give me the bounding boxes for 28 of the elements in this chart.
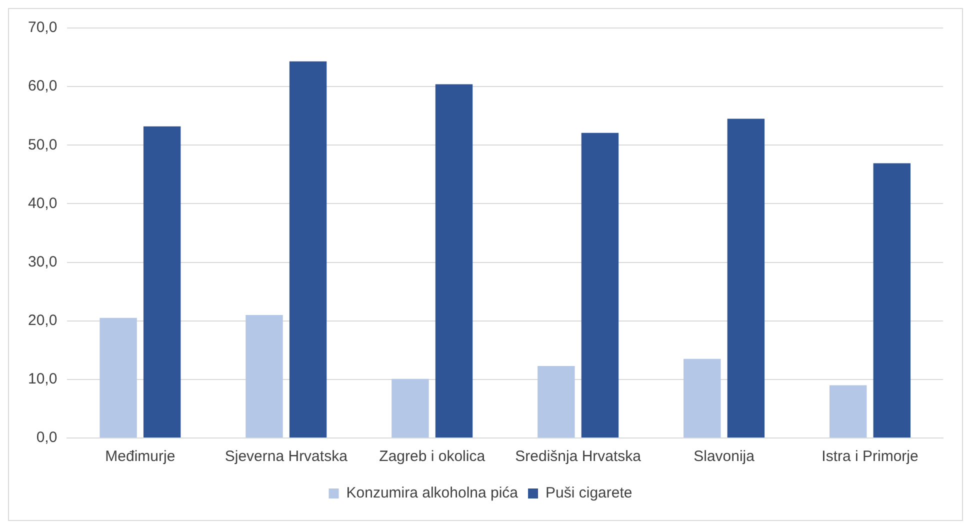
y-tick-label: 60,0 bbox=[28, 78, 58, 95]
bar bbox=[873, 163, 911, 438]
legend-label: Konzumira alkoholna pića bbox=[346, 484, 519, 502]
bar bbox=[289, 61, 327, 438]
bar bbox=[684, 358, 721, 438]
x-tick-label: Istra i Primorje bbox=[822, 448, 918, 466]
bar bbox=[435, 84, 473, 438]
y-tick-label: 10,0 bbox=[28, 370, 58, 388]
y-tick-label: 0,0 bbox=[36, 429, 58, 446]
x-tick-label: Slavonija bbox=[694, 448, 756, 466]
x-tick-label: Sjeverna Hrvatska bbox=[224, 448, 348, 466]
bar bbox=[727, 118, 765, 438]
y-tick-label: 70,0 bbox=[28, 19, 58, 36]
bar bbox=[392, 378, 429, 438]
bar bbox=[538, 366, 575, 438]
bar bbox=[246, 315, 283, 438]
bar bbox=[830, 385, 867, 438]
legend-label: Puši cigarete bbox=[546, 484, 632, 502]
y-tick-label: 20,0 bbox=[28, 312, 58, 329]
bar bbox=[100, 318, 137, 438]
x-tick-label: Središnja Hrvatska bbox=[515, 448, 642, 466]
bar bbox=[581, 132, 619, 438]
y-tick-label: 50,0 bbox=[28, 136, 58, 154]
x-tick-label: Zagreb i okolica bbox=[379, 448, 486, 466]
x-tick-label: Međimurje bbox=[105, 448, 176, 466]
bar bbox=[143, 126, 181, 438]
y-tick-label: 40,0 bbox=[28, 194, 58, 212]
y-tick-label: 30,0 bbox=[28, 253, 58, 270]
